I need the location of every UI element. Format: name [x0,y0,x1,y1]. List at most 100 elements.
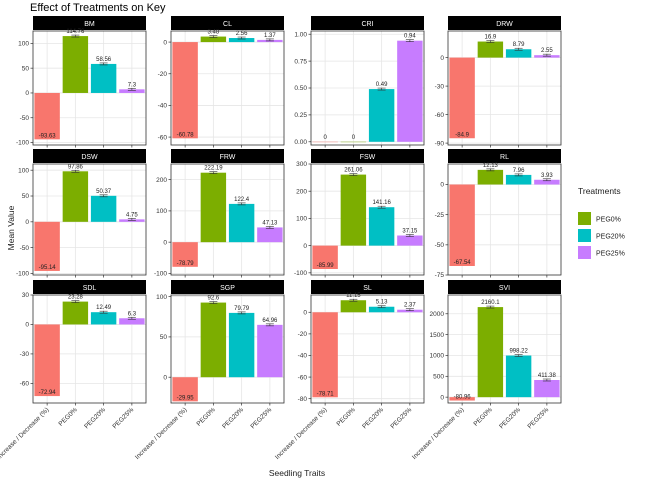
y-tick-label: 1.00 [294,31,307,38]
y-tick-label: 30 [22,292,30,299]
panel-cl: CL -60.78 3.48 2.56 1.37 -60 -40 -20 0 [158,16,285,148]
data-label-rl-0: -67.54 [454,260,472,266]
data-label-bm-1: 114.76 [66,29,85,35]
panel-border [32,294,147,404]
data-label-cri-1: 0 [352,135,356,141]
y-tick-label: 100 [156,208,167,215]
facet-strip-label: DSW [81,154,98,161]
bar-rl-3 [534,179,560,185]
facet-strip-cl [171,16,284,30]
bar-sl-0 [312,312,338,398]
data-label-cri-3: 0.94 [404,34,416,40]
data-label-cl-1: 3.48 [208,30,220,36]
facet-strip-label: RL [500,154,509,161]
figure-title: Effect of Treatments on Key [30,2,166,14]
y-tick-label: 0.75 [294,58,307,65]
facet-strip-svi [448,280,561,294]
bar-sdl-0 [34,324,60,397]
data-label-sdl-0: -72.94 [39,390,57,396]
legend-label-2: PEG25% [596,251,625,258]
y-tick-label: 0.25 [294,112,307,119]
panel-fsw: FSW -85.99 261.06 141.16 37.15 -100 0 100 200 300 [294,149,425,278]
y-tick-label: -60 [435,112,445,119]
y-tick-label: -30 [20,351,30,358]
facet-strip-label: FSW [360,154,376,161]
y-tick-label: -80 [298,396,308,403]
legend-key-1 [578,229,591,242]
data-label-frw-1: 222.19 [204,166,223,172]
facet-strip-sl [311,280,424,294]
y-tick-label: 0 [440,394,444,401]
y-tick-label: -100 [16,140,29,147]
data-label-svi-1: 2160.1 [481,300,500,306]
data-label-dsw-2: 50.37 [96,189,112,195]
y-tick-label: 0.00 [294,139,307,146]
data-label-dsw-1: 97.86 [68,164,84,170]
data-label-fsw-0: -85.99 [317,263,335,269]
y-tick-label: 0.50 [294,85,307,92]
bar-fsw-3 [397,235,423,246]
bar-dsw-1 [62,171,89,222]
data-label-frw-3: 47.13 [262,220,278,226]
facet-strip-rl [448,149,561,163]
data-label-svi-2: 998.22 [509,349,528,355]
y-tick-label: 0 [163,374,167,381]
bar-frw-2 [228,203,255,243]
y-tick-label: -50 [20,245,30,252]
bar-svi-1 [477,307,504,398]
legend-key-0 [578,212,591,225]
y-tick-label: 0 [25,322,29,329]
y-tick-label: -50 [435,242,445,249]
legend-label-0: PEG0% [596,217,621,224]
facet-strip-label: SVI [499,285,510,292]
data-label-frw-2: 122.4 [234,197,250,203]
y-tick-label: -60 [20,381,30,388]
panel-bm: BM -93.63 114.76 58.56 7.3 -100 -50 0 50 100 [16,16,147,148]
bar-cl-0 [172,42,198,139]
bar-drw-0 [449,57,475,139]
data-label-rl-3: 3.93 [541,173,553,179]
y-tick-label: 0 [163,239,167,246]
data-label-bm-2: 58.56 [96,57,112,63]
y-tick-label: 100 [296,216,307,223]
y-tick-label: -30 [435,83,445,90]
facet-strip-label: DRW [496,21,513,28]
facet-strip-sdl [33,280,146,294]
data-label-cri-0: 0 [323,135,327,141]
legend-label-1: PEG20% [596,234,625,241]
y-tick-label: -40 [158,103,168,110]
bar-sgp-1 [200,302,227,378]
data-label-dsw-0: -95.14 [39,265,57,271]
facet-strip-label: FRW [220,154,236,161]
data-label-dsw-3: 4.75 [126,212,138,218]
y-tick-label: -75 [435,272,445,279]
bar-bm-1 [62,36,89,93]
bar-frw-0 [172,242,198,267]
bar-rl-2 [505,174,532,185]
y-tick-label: -20 [158,71,168,78]
panel-drw: DRW -84.9 16.9 8.79 2.55 -90 -60 -30 0 [435,16,562,148]
bar-sl-1 [340,300,367,313]
facet-strip-cri [311,16,424,30]
data-label-sdl-2: 12.49 [96,305,112,311]
data-label-drw-0: -84.9 [455,132,469,138]
y-tick-label: 2000 [430,311,445,318]
data-label-sgp-0: -29.95 [177,395,195,401]
data-label-cl-3: 1.37 [264,33,276,39]
bar-svi-3 [534,380,560,398]
y-axis-label: Mean Value [6,205,16,250]
panel-border [310,163,425,276]
panel-rl: RL -67.54 12.13 7.96 3.93 -75 -50 -25 0 [435,149,562,279]
bar-drw-2 [505,49,532,58]
facet-strip-dsw [33,149,146,163]
y-tick-label: 0 [303,309,307,316]
data-label-svi-3: 411.38 [538,373,557,379]
y-tick-label: -25 [435,212,445,219]
legend-key-2 [578,246,591,259]
facet-strip-drw [448,16,561,30]
y-tick-label: 300 [296,161,307,168]
bar-frw-3 [257,227,283,243]
